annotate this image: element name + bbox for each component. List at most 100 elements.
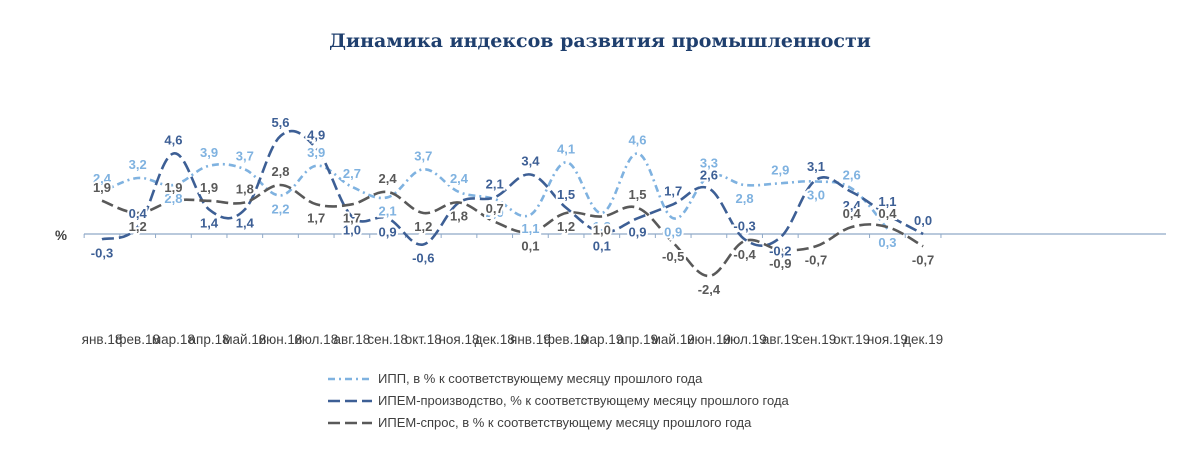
data-label-halo: -0,7 [805,252,827,267]
data-label-halo: 3,7 [236,148,254,163]
data-label: -0,2 [769,244,791,259]
data-label: 0,3 [878,235,896,250]
data-label: 0,4 [129,206,148,221]
data-label-halo: 3,1 [807,159,825,174]
data-label-halo: 2,1 [379,203,397,218]
data-label-halo: 3,0 [807,188,825,203]
data-label: 1,1 [521,221,539,236]
data-label-halo: 1,1 [878,194,896,209]
data-label-halo: 3,9 [200,145,218,160]
x-tick-label: июн.19 [687,332,731,347]
x-tick-label: фев.19 [544,332,589,347]
data-label-halo: 2,8 [271,164,289,179]
data-label: 1,1 [878,194,896,209]
data-label: 1,4 [200,216,219,231]
data-label: 0,0 [914,213,932,228]
data-label-halo: 1,2 [593,219,611,234]
data-label-halo: -0,5 [662,249,684,264]
data-label-halo: 4,6 [628,133,646,148]
data-label: 1,4 [236,216,255,231]
data-label: 1,8 [450,209,468,224]
data-label: 3,2 [129,157,147,172]
data-label-halo: 0,9 [379,224,397,239]
data-label-halo: 2,4 [93,171,112,186]
x-tick-label: сен.19 [796,332,836,347]
data-label: 3,0 [807,188,825,203]
data-label: -0,4 [733,247,756,262]
data-label: 1,5 [557,187,575,202]
data-label-halo: 0,9 [628,224,646,239]
data-label: 2,1 [379,203,397,218]
data-label: -2,4 [698,282,721,297]
data-label: 3,7 [236,148,254,163]
data-label-halo: 2,7 [343,166,361,181]
data-label-halo: 1,8 [450,209,468,224]
data-label-halo: 2,0 [486,205,504,220]
data-label-halo: 1,7 [664,183,682,198]
data-label-halo: 0,7 [486,201,504,216]
data-label: 0,9 [664,224,682,239]
x-tick-label: мар.19 [580,332,623,347]
data-label-halo: 0,0 [914,213,932,228]
data-label: 0,4 [878,206,897,221]
x-tick-label: июл.18 [294,332,338,347]
data-label-halo: 1,5 [628,187,646,202]
data-label-halo: -0,3 [91,245,113,260]
data-label: 2,0 [486,205,504,220]
data-label: 1,9 [93,180,111,195]
data-label: 4,9 [307,127,325,142]
data-label: 1,2 [414,219,432,234]
data-label-halo: -0,9 [769,256,791,271]
data-label: 3,9 [307,145,325,160]
x-tick-label: апр.18 [189,332,230,347]
data-label: 2,1 [486,176,504,191]
data-label-halo: 1,7 [307,210,325,225]
data-label: -0,7 [805,252,827,267]
data-label-halo: 0,3 [878,235,896,250]
data-label: 0,4 [843,206,862,221]
data-label: 1,9 [164,180,182,195]
data-label-halo: 4,1 [557,141,575,156]
data-label-halo: 2,9 [771,162,789,177]
data-label-halo: 0,1 [593,238,611,253]
data-label: 2,4 [450,171,469,186]
data-label-halo: -0,3 [733,218,755,233]
data-label: 2,8 [271,164,289,179]
x-tick-label: дек.19 [903,332,943,347]
data-label: 2,6 [843,168,861,183]
data-label-halo: -0,6 [412,251,434,266]
data-label-halo: 1,9 [93,180,111,195]
x-tick-label: июл.19 [723,332,767,347]
data-label: 3,1 [807,159,825,174]
data-label: 2,6 [700,168,718,183]
data-label: 0,7 [486,201,504,216]
data-label: 1,9 [200,180,218,195]
x-tick-label: янв.19 [510,332,551,347]
data-label-halo: 2,8 [164,191,182,206]
data-label: -0,3 [733,218,755,233]
data-label-halo: 2,4 [843,198,862,213]
data-label: 1,5 [628,187,646,202]
data-label: -0,3 [91,245,113,260]
data-label-halo: 0,4 [878,206,897,221]
x-tick-label: апр.19 [617,332,658,347]
data-label-halo: 1,2 [129,219,147,234]
data-label: 4,6 [628,133,646,148]
data-label: 0,9 [628,224,646,239]
data-label: 1,7 [343,210,361,225]
data-label-halo: 1,0 [343,223,361,238]
data-label: 2,2 [271,202,289,217]
series-line [101,129,924,248]
x-tick-label: окт.18 [405,332,442,347]
data-label: -0,7 [912,252,934,267]
series-line [101,183,924,278]
data-label-halo: 4,6 [164,133,182,148]
series-line [101,152,889,230]
data-label: 0,1 [593,238,611,253]
data-label-halo: 3,2 [129,157,147,172]
data-label-halo: 1,8 [236,182,254,197]
x-tick-label: ноя.18 [438,332,479,347]
x-tick-label: ноя.19 [867,332,908,347]
data-label-halo: 0,1 [521,238,539,253]
